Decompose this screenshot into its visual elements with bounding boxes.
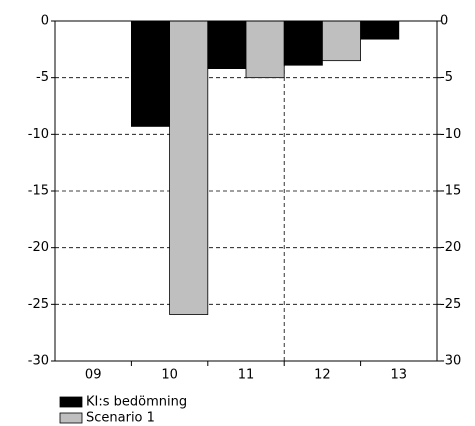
legend-swatch [59,412,83,424]
y-tick-label: -20 [28,240,49,255]
y-tick-label: -10 [28,127,49,142]
y-tick-label: -5 [36,70,49,85]
y2-tick-label: -25 [440,297,461,312]
bar [169,20,209,315]
y-tick-label: 0 [41,14,49,29]
y-tick-label: -25 [28,297,49,312]
y2-tick-label: -10 [440,127,461,142]
y2-tick-label: -15 [440,184,461,199]
bar [283,20,323,66]
x-tick-label: 12 [314,368,331,383]
legend-label: KI:s bedömning [86,395,187,410]
bar [130,20,170,127]
x-tick-label: 09 [85,368,102,383]
x-tick-label: 11 [238,368,255,383]
y2-tick-label: -5 [440,70,453,85]
bar [360,20,400,40]
x-tick-label: 10 [161,368,178,383]
legend-label: Scenario 1 [86,411,155,426]
plot-frame [54,20,438,362]
y2-tick-label: 0 [440,14,448,29]
y2-tick-label: -30 [440,354,461,369]
x-tick-label: 13 [391,368,408,383]
y-tick-label: -30 [28,354,49,369]
y2-tick-label: -20 [440,240,461,255]
bar [321,20,361,62]
bar [207,20,247,69]
legend-swatch [59,396,83,408]
bar [245,20,285,79]
y-tick-label: -15 [28,184,49,199]
